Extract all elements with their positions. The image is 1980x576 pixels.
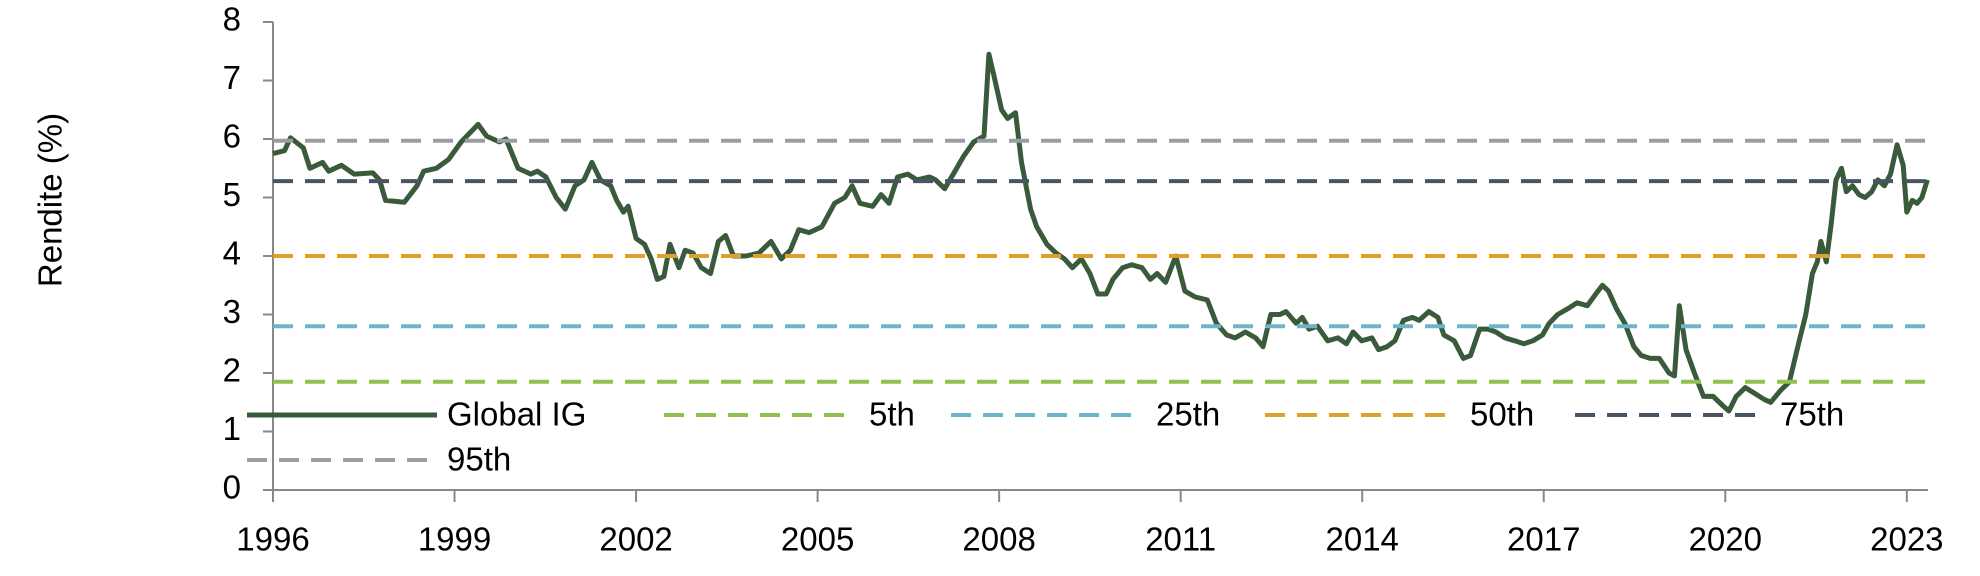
x-tick-label: 2014: [1326, 521, 1399, 558]
x-tick-label: 2017: [1507, 521, 1580, 558]
x-tick-label: 1996: [236, 521, 309, 558]
legend-label: 5th: [869, 396, 915, 433]
y-axis-label: Rendite (%): [32, 113, 69, 287]
legend-label: 50th: [1470, 396, 1534, 433]
x-tick-label: 2020: [1689, 521, 1762, 558]
y-tick-label: 1: [223, 410, 241, 447]
y-tick-label: 6: [223, 118, 241, 155]
legend-label: 75th: [1780, 396, 1844, 433]
y-tick-label: 4: [223, 235, 241, 272]
legend-label: 95th: [447, 441, 511, 478]
x-tick-label: 2005: [781, 521, 854, 558]
y-tick-label: 2: [223, 352, 241, 389]
x-tick-label: 1999: [418, 521, 491, 558]
series-line: [272, 51, 1930, 414]
legend-label: 25th: [1156, 396, 1220, 433]
x-tick-label: 2011: [1145, 521, 1216, 558]
y-tick-label: 8: [223, 1, 241, 38]
legend-label: Global IG: [447, 396, 586, 433]
x-tick-label: 2008: [962, 521, 1035, 558]
x-tick-label: 2002: [599, 521, 672, 558]
y-tick-label: 0: [223, 469, 241, 506]
y-tick-label: 3: [223, 293, 241, 330]
y-tick-label: 7: [223, 59, 241, 96]
y-tick-label: 5: [223, 176, 241, 213]
x-tick-label: 2023: [1870, 521, 1943, 558]
